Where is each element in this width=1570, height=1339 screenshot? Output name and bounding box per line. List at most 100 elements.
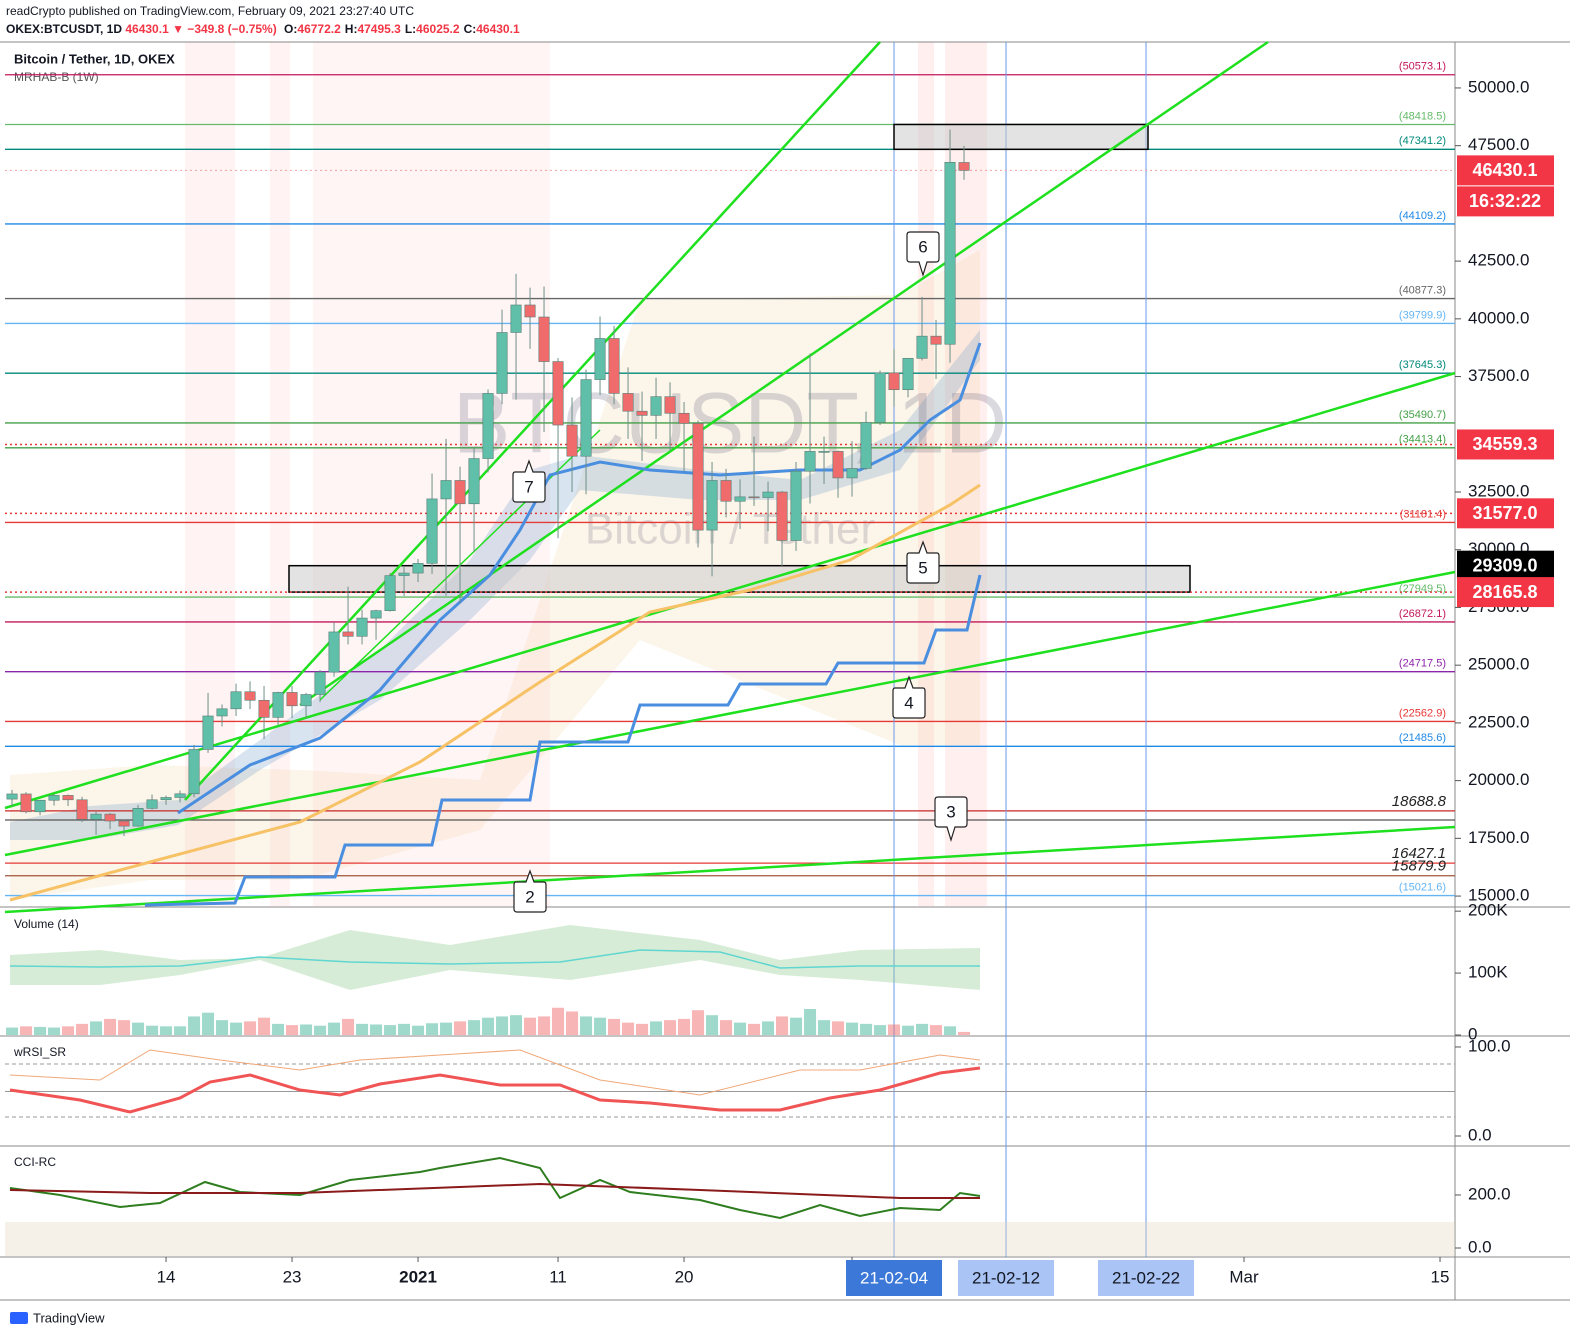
volume-bar — [20, 1026, 33, 1035]
level-label: (37645.3) — [1399, 359, 1446, 371]
level-label: (15021.6) — [1399, 881, 1446, 893]
volume-bar — [244, 1021, 257, 1035]
x-tick-label: Mar — [1229, 1267, 1259, 1286]
volume-bar — [958, 1031, 971, 1035]
candle-body — [636, 410, 648, 416]
candle-body — [524, 304, 536, 318]
candle-body — [650, 396, 662, 416]
price-badge — [1457, 577, 1554, 608]
watermark: BTCUSDT, 1D — [453, 376, 1007, 472]
candle-body — [258, 699, 270, 718]
volume-bar — [608, 1018, 621, 1035]
cci-line — [9, 1156, 981, 1220]
candle-body — [706, 480, 718, 531]
band — [313, 42, 550, 906]
countdown-badge — [1457, 186, 1554, 217]
x-tick-label: 15 — [1431, 1267, 1450, 1286]
y-tick-label: 40000.0 — [1468, 308, 1529, 327]
volume-bar — [146, 1025, 159, 1035]
candle-body — [62, 795, 74, 801]
candle-body — [734, 496, 746, 502]
callout — [906, 540, 940, 584]
volume-bar — [384, 1025, 397, 1035]
volume-bar — [776, 1016, 789, 1035]
volume-bar — [328, 1022, 341, 1035]
level-label: 15879.9 — [1392, 858, 1447, 875]
candle-body — [328, 631, 340, 673]
candle-body — [510, 304, 522, 333]
volume-bar — [790, 1017, 803, 1035]
level-label: (39799.9) — [1399, 309, 1446, 321]
volume-bar — [888, 1024, 901, 1035]
volume-bar — [160, 1026, 173, 1035]
callout — [512, 459, 546, 503]
candle-body — [104, 813, 116, 822]
callout-label: 7 — [524, 477, 533, 496]
y-tick-label: 37500.0 — [1468, 366, 1529, 385]
candle-body — [804, 451, 816, 472]
volume-bar — [818, 1020, 831, 1035]
volume-bar — [34, 1026, 47, 1035]
candle-body — [272, 692, 284, 718]
y-tick-label: 25000.0 — [1468, 655, 1529, 674]
candle-body — [874, 372, 886, 423]
y-tick-label: 0.0 — [1468, 1237, 1492, 1256]
price-badge-label: 28165.8 — [1472, 582, 1537, 602]
callout-label: 2 — [525, 887, 534, 906]
volume-bar — [482, 1017, 495, 1035]
volume-bar — [216, 1020, 229, 1035]
ohlc-value: 46430.1 — [476, 22, 520, 36]
callout — [934, 796, 968, 843]
volume-bar — [566, 1011, 579, 1035]
rsi-signal — [9, 1049, 981, 1096]
level-label: (31181.4) — [1400, 508, 1446, 520]
candle-body — [762, 491, 774, 498]
volume-bar — [454, 1021, 467, 1035]
candle-body — [230, 691, 242, 710]
price-badge — [1457, 498, 1554, 529]
trend-line — [184, 41, 881, 801]
volume-bar — [202, 1012, 215, 1035]
candle-body — [384, 575, 396, 611]
volume-bar — [90, 1021, 103, 1035]
candle-body — [342, 631, 354, 637]
volume-bar — [594, 1017, 607, 1035]
candle-body — [188, 749, 200, 795]
volume-bar — [804, 1008, 817, 1035]
level-label: (44109.2) — [1399, 210, 1446, 222]
y-tick-label: 42500.0 — [1468, 251, 1529, 270]
volume-bar — [622, 1022, 635, 1035]
symbol-legend: Bitcoin / Tether, 1D, OKEX — [14, 51, 175, 66]
candle-body — [748, 496, 760, 499]
candle-body — [888, 372, 900, 391]
volume-bar — [496, 1016, 509, 1035]
pane-title: Volume (14) — [14, 917, 79, 931]
y-tick-label: 47500.0 — [1468, 135, 1529, 154]
volume-bar — [692, 1010, 705, 1035]
volume-bar — [62, 1026, 75, 1035]
time-badge — [846, 1260, 943, 1296]
candle-body — [426, 498, 438, 564]
candle-body — [916, 335, 928, 359]
level-label: (34413.4) — [1399, 434, 1446, 446]
cci-zone — [5, 1222, 1455, 1256]
x-tick-label: 11 — [549, 1267, 567, 1286]
candle-body — [496, 332, 508, 394]
logo — [10, 1312, 28, 1324]
candle-body — [34, 799, 46, 813]
level-label: (47341.2) — [1399, 135, 1446, 147]
y-tick-label: 20000.0 — [1468, 770, 1529, 789]
price-badge — [1457, 155, 1554, 186]
volume-bar — [650, 1021, 663, 1035]
callout-label: 5 — [918, 558, 927, 577]
ohlc-key: L: — [405, 22, 416, 36]
volume-bar — [678, 1018, 691, 1035]
level-label: (22562.9) — [1399, 707, 1446, 719]
volume-bar — [440, 1022, 453, 1035]
volume-bar — [272, 1023, 285, 1035]
volume-bar — [664, 1020, 677, 1035]
volume-bar — [76, 1023, 89, 1035]
last: 46430.1 — [125, 22, 169, 36]
x-tick-label: 23 — [283, 1267, 302, 1286]
y-tick-label: 0 — [1468, 1024, 1477, 1043]
